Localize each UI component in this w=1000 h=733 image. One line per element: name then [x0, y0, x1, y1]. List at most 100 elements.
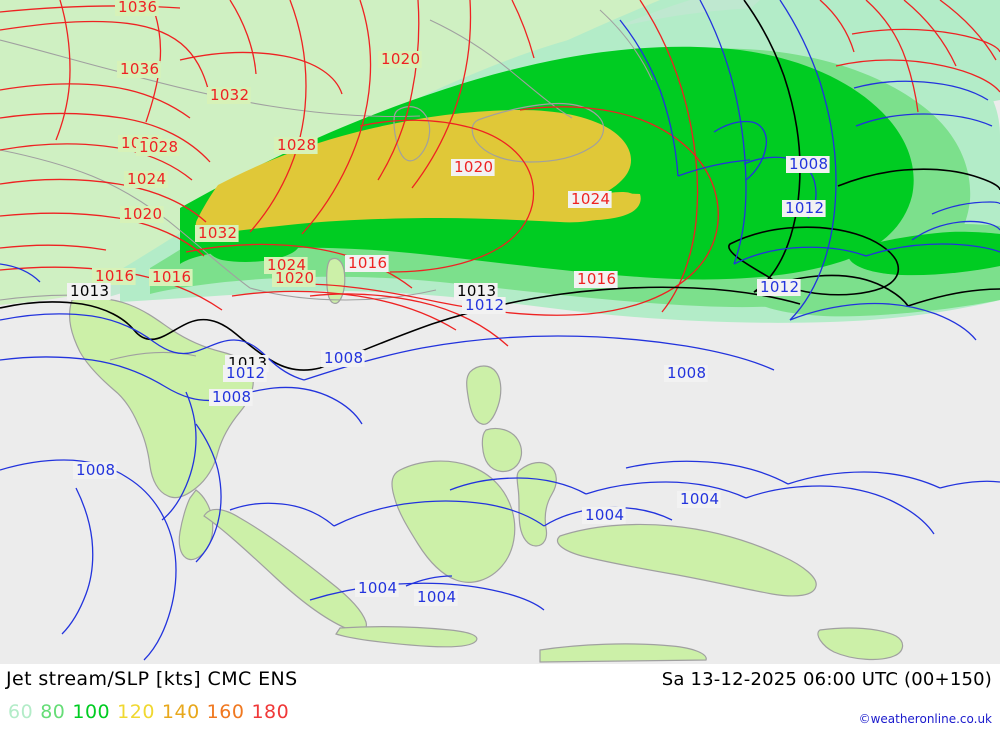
isobar-label-background — [574, 271, 618, 288]
copyright-notice: ©weatheronline.co.uk — [858, 712, 992, 726]
isobar-label-1024: 1024 — [124, 170, 168, 188]
isobar-label-text: 1024 — [571, 190, 610, 208]
isobar-label-background — [73, 462, 117, 479]
legend-scale: 60 80 100 120 140 160 180 — [8, 701, 289, 723]
isobar-label-1008: 1008 — [786, 155, 830, 173]
isobar-label-background — [117, 61, 161, 78]
isobar-label-text: 1012 — [465, 296, 504, 314]
isobar-label-text: 1032 — [210, 86, 249, 104]
isobar-label-background — [378, 51, 422, 68]
isobar-label-1012: 1012 — [757, 278, 801, 296]
legend-value-120: 120 — [117, 701, 155, 723]
isobar-label-text: 1020 — [381, 50, 420, 68]
isobar-label-1032: 1032 — [195, 224, 239, 242]
isobar-label-text: 1016 — [577, 270, 616, 288]
isobar-label-text: 1028 — [139, 138, 178, 156]
isobar-label-layer: 1036103610321032102810281024102010201020… — [67, 0, 830, 606]
jet-band-120-core — [195, 110, 636, 235]
weather-map-canvas[interactable]: 1036103610321032102810281024102010201020… — [0, 0, 1000, 664]
isobar-label-text: 1016 — [348, 254, 387, 272]
legend-value-160: 160 — [206, 701, 245, 723]
isobar-label-background — [664, 365, 708, 382]
isobar-label-text: 1008 — [324, 349, 363, 367]
legend-value-60: 60 — [8, 701, 34, 723]
isobar-label-text: 1012 — [785, 199, 824, 217]
isobar-label-text: 1024 — [267, 256, 306, 274]
isobar-label-background — [355, 580, 399, 597]
isobar-label-background — [782, 200, 826, 217]
isobar-label-1008: 1008 — [664, 364, 708, 382]
isobar-label-background — [207, 87, 251, 104]
isobar-label-background — [120, 206, 164, 223]
isobar-label-text: 1004 — [585, 506, 624, 524]
isobar-label-background — [274, 137, 318, 154]
isobar-label-1036: 1036 — [115, 0, 159, 16]
isobar-label-1024: 1024 — [568, 190, 612, 208]
isobar-label-background — [115, 0, 159, 16]
isobar-label-1032: 1032 — [207, 86, 251, 104]
isobar-label-background — [677, 491, 721, 508]
isobar-label-text: 1013 — [457, 282, 496, 300]
coastline-layer — [0, 9, 653, 361]
isobar-label-1004: 1004 — [414, 588, 458, 606]
isobar-label-1024: 1024 — [264, 256, 308, 274]
isobar-label-text: 1012 — [226, 364, 265, 382]
isobar-label-1028: 1028 — [274, 136, 318, 154]
isobar-label-1020: 1020 — [272, 269, 316, 287]
isobar-label-text: 1016 — [95, 267, 134, 285]
isobar-label-1008: 1008 — [321, 349, 365, 367]
isobar-label-background — [786, 156, 830, 173]
isobar-label-text: 1028 — [277, 136, 316, 154]
isobar-label-text: 1012 — [760, 278, 799, 296]
isobar-low-pressure-lines — [0, 0, 1000, 661]
map-footer: Jet stream/SLP [kts] CMC ENS Sa 13-12-20… — [0, 664, 1000, 733]
isobar-label-background — [136, 139, 180, 156]
legend-value-80: 80 — [40, 701, 66, 723]
isobar-label-1016: 1016 — [92, 267, 136, 285]
isobar-label-background — [454, 283, 498, 300]
isobar-label-1012: 1012 — [782, 199, 826, 217]
map-title: Jet stream/SLP [kts] CMC ENS — [6, 668, 298, 690]
legend-value-180: 180 — [251, 701, 290, 723]
isobar-label-background — [149, 269, 193, 286]
isobar-label-background — [92, 268, 136, 285]
isobar-high-pressure-lines — [0, 0, 1000, 347]
isobar-label-text: 1008 — [76, 461, 115, 479]
isobar-label-text: 1004 — [417, 588, 456, 606]
isobar-label-background — [321, 350, 365, 367]
isobar-label-background — [345, 255, 389, 272]
isobar-label-text: 1013 — [70, 282, 109, 300]
isobar-label-text: 1024 — [127, 170, 166, 188]
isobar-label-text: 1004 — [680, 490, 719, 508]
isobar-label-background — [582, 507, 626, 524]
forecast-datetime: Sa 13-12-2025 06:00 UTC (00+150) — [661, 669, 992, 690]
isobar-label-background — [272, 270, 316, 287]
isobar-label-1004: 1004 — [677, 490, 721, 508]
isobar-label-text: 1020 — [275, 269, 314, 287]
isobar-label-background — [223, 365, 267, 382]
landmass-layer — [68, 102, 904, 663]
isobar-label-1013: 1013 — [454, 282, 498, 300]
isobar-label-1020: 1020 — [120, 205, 164, 223]
isobar-label-background — [124, 171, 168, 188]
isobar-label-text: 1020 — [123, 205, 162, 223]
legend-value-140: 140 — [161, 701, 200, 723]
isobar-label-background — [264, 257, 308, 274]
isobar-label-1008: 1008 — [209, 388, 253, 406]
isobar-label-background — [67, 283, 111, 300]
isobar-label-background — [195, 225, 239, 242]
isobar-label-1012: 1012 — [462, 296, 506, 314]
isobar-label-1036: 1036 — [117, 60, 161, 78]
isobar-label-background — [568, 191, 612, 208]
isobar-label-1004: 1004 — [582, 506, 626, 524]
isobar-label-text: 1036 — [120, 60, 159, 78]
isobar-label-background — [757, 279, 801, 296]
isobar-label-1016: 1016 — [149, 268, 193, 286]
isobar-label-background — [462, 297, 506, 314]
isobar-label-text: 1036 — [118, 0, 157, 16]
jet-band-100-east-blob — [848, 231, 1000, 276]
map-graphics: 1036103610321032102810281024102010201020… — [0, 0, 1000, 664]
isobar-label-text: 1004 — [358, 579, 397, 597]
isobar-label-1012: 1012 — [223, 364, 267, 382]
